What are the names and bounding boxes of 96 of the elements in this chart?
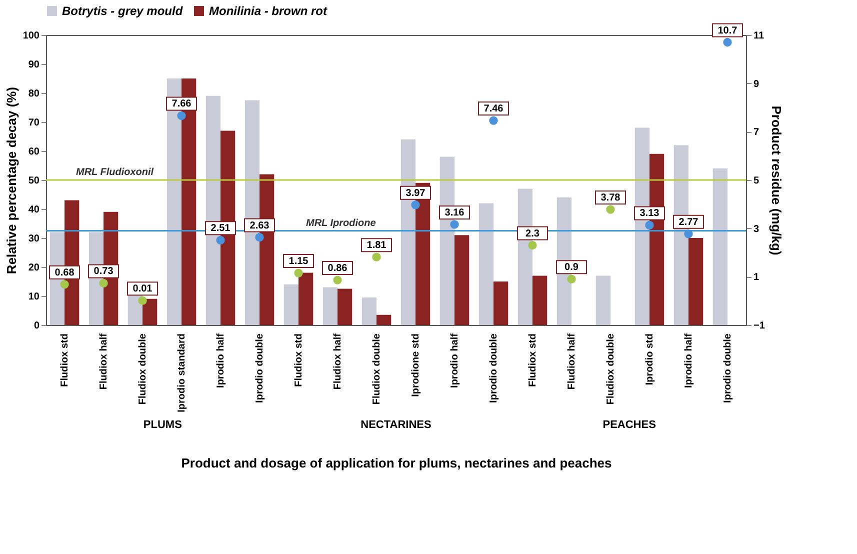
bar [596, 276, 610, 325]
y2-tick-label: 3 [754, 224, 760, 235]
data-label: 0.9 [564, 262, 579, 274]
y-tick-label: 70 [28, 118, 40, 128]
point [177, 111, 186, 120]
data-label: 7.66 [172, 98, 192, 110]
bar [362, 297, 376, 325]
x-tick-label: Iprodio double [254, 333, 266, 403]
data-label: 7.46 [484, 104, 504, 115]
point [372, 252, 381, 262]
x-tick-label: Iprodio double [488, 333, 500, 403]
data-label: 3.13 [640, 208, 660, 220]
text: PLUMS [143, 419, 182, 431]
x-tick-label: Iprodio half [683, 332, 694, 388]
data-label: 3.16 [444, 207, 465, 218]
bar [376, 314, 392, 325]
y-tick-label: 90 [28, 60, 40, 70]
x-tick-label: Iprodio half [216, 332, 227, 388]
bar [284, 284, 299, 325]
data-label: 1.15 [288, 256, 309, 268]
legend-label: Monilinia - brown rot [209, 4, 328, 18]
x-tick-label: Iprodione std [410, 334, 422, 397]
bar [338, 288, 352, 325]
data-label: 3.97 [406, 188, 426, 199]
data-label: 2.51 [210, 223, 231, 234]
point [216, 236, 225, 244]
y-tick-label: 60 [28, 146, 40, 158]
x-tick-label: Iprodio half [449, 332, 460, 388]
y-tick-label: 0 [34, 320, 40, 332]
bar [712, 168, 728, 325]
data-label: 2.3 [526, 228, 540, 240]
x-tick-label: Fludiox half [98, 332, 110, 390]
x-tick-label: Fludiox double [372, 333, 382, 405]
bar [478, 203, 494, 325]
x-tick-label: Fludiox double [605, 333, 616, 405]
y-tick-label: 30 [28, 234, 40, 244]
data-label: 10.7 [718, 25, 738, 36]
bar [322, 287, 338, 325]
bar [532, 276, 548, 325]
point [294, 268, 303, 278]
bar [142, 298, 158, 325]
point [255, 232, 264, 242]
text: PEACHES [602, 419, 656, 431]
x-tick-label: Iprodio double [722, 333, 734, 403]
ref-line-label: MRL Iprodione [306, 218, 376, 229]
point [489, 116, 498, 125]
point [450, 220, 459, 229]
legend-label: Botrytis - grey mould [62, 4, 184, 18]
point [138, 296, 147, 305]
x-tick-label: Iprodio standard [176, 334, 188, 412]
bar [493, 282, 508, 325]
bar [454, 235, 470, 325]
point [411, 200, 420, 210]
y-tick-label: 100 [22, 30, 40, 42]
y2-tick-label: −1 [754, 320, 766, 332]
ref-line-label: MRL Fludioxonil [76, 167, 154, 178]
point [684, 230, 693, 238]
y-axis-title: Relative percentage decay (%) [4, 86, 19, 274]
data-label: 0.01 [132, 284, 153, 295]
point [60, 280, 69, 289]
x-tick-label: Fludiox half [566, 332, 578, 390]
point [606, 205, 615, 214]
point [99, 278, 108, 288]
x-tick-label: Fludiox std [60, 334, 71, 387]
x-tick-label: Fludiox std [527, 334, 538, 387]
y-tick-label: 80 [28, 88, 40, 100]
y-tick-label: 50 [28, 176, 40, 186]
text: NECTARINES [360, 419, 432, 431]
x-tick-label: Fludiox half [332, 332, 344, 390]
x-tick-label: Fludiox std [294, 334, 305, 387]
point [567, 274, 576, 284]
y2-tick-label: 1 [754, 272, 760, 284]
y2-tick-label: 7 [754, 127, 760, 138]
data-label: 3.78 [600, 192, 621, 204]
point [528, 240, 537, 250]
point [723, 38, 732, 47]
point [645, 220, 654, 230]
y2-tick-label: 5 [754, 176, 760, 186]
x-tick-label: Fludiox double [138, 333, 149, 405]
y2-tick-label: 9 [754, 78, 760, 90]
x-tick-label: Iprodio std [644, 334, 656, 386]
y-tick-label: 10 [28, 292, 40, 302]
y-tick-label: 40 [28, 204, 40, 216]
bar [688, 238, 704, 325]
data-label: 0.68 [54, 267, 75, 278]
data-label: 2.63 [250, 220, 270, 232]
bar [298, 272, 314, 325]
data-label: 2.77 [678, 216, 699, 228]
y2-axis-title: Product residue (mg/kg) [768, 106, 784, 256]
data-label: 1.81 [366, 240, 387, 252]
y2-tick-label: 11 [754, 30, 765, 42]
x-axis-title: Product and dosage of application for plums, nectarines and peaches [181, 455, 612, 470]
y-tick-label: 20 [28, 262, 40, 274]
data-label: 0.86 [328, 263, 348, 274]
point [333, 276, 342, 284]
data-label: 0.73 [94, 266, 114, 278]
